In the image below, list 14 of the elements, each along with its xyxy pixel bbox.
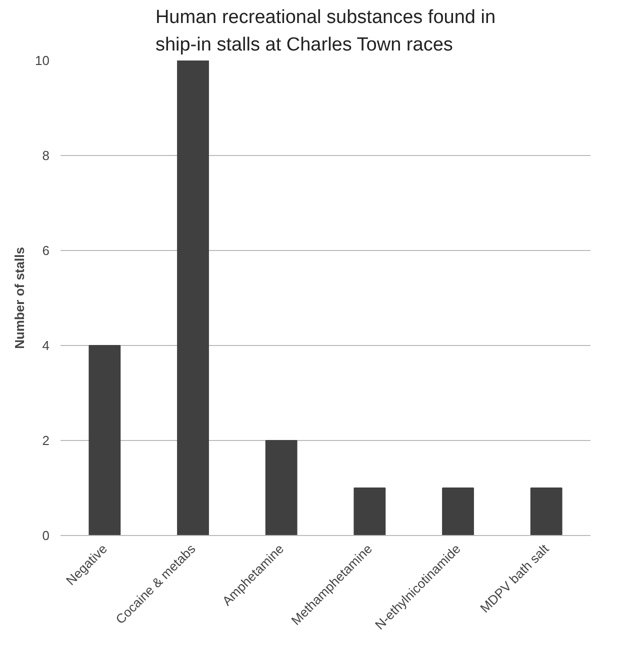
bar: [354, 488, 386, 536]
y-tick-label: 10: [35, 53, 50, 68]
bar: [265, 440, 298, 536]
y-tick-label: 4: [42, 338, 50, 353]
y-tick-label: 2: [42, 433, 50, 448]
bar: [442, 488, 474, 536]
y-tick-label: 0: [42, 528, 50, 543]
chart-title: Human recreational substances found in ship-in stalls at Charles Town races: [155, 7, 496, 56]
bar: [530, 488, 562, 536]
y-tick-label: 8: [42, 148, 50, 163]
y-tick-label: 6: [42, 243, 50, 258]
y-axis-title: Number of stalls: [12, 247, 28, 349]
bar: [88, 345, 121, 536]
bar: [177, 60, 209, 536]
